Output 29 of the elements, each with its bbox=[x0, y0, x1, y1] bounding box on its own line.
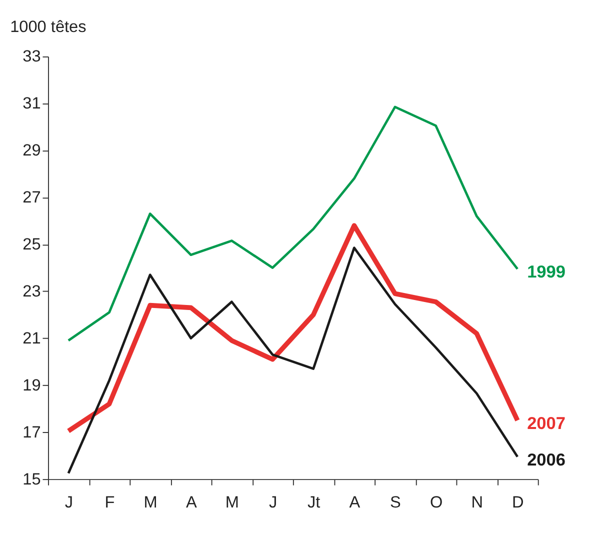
series-label: 2006 bbox=[527, 449, 566, 470]
y-tick-label: 27 bbox=[22, 188, 41, 207]
x-tick-label: A bbox=[349, 493, 360, 512]
y-tick-label: 19 bbox=[22, 376, 41, 394]
x-tick-label: Jt bbox=[307, 493, 321, 512]
x-tick-label: O bbox=[430, 493, 443, 512]
y-tick-label: 25 bbox=[22, 236, 41, 254]
y-tick-label: 15 bbox=[22, 470, 41, 488]
y-tick-label: 23 bbox=[22, 282, 41, 301]
line-series bbox=[66, 223, 520, 434]
x-tick-label: S bbox=[390, 493, 402, 512]
line-series bbox=[67, 106, 519, 342]
y-tick-label: 31 bbox=[22, 94, 41, 113]
y-tick-label: 21 bbox=[22, 329, 41, 348]
line-series bbox=[67, 246, 519, 474]
series-label: 2007 bbox=[527, 413, 566, 434]
y-tick-label: 29 bbox=[22, 142, 41, 160]
x-tick-label: D bbox=[512, 493, 524, 512]
x-tick-label: A bbox=[186, 493, 197, 512]
x-tick-label: F bbox=[104, 493, 115, 512]
series-label: 1999 bbox=[527, 262, 566, 282]
y-tick-label: 33 bbox=[22, 48, 41, 66]
y-tick-label: 17 bbox=[22, 423, 41, 442]
x-tick-label: M bbox=[225, 493, 239, 512]
x-tick-label: M bbox=[144, 493, 158, 512]
x-tick-label: J bbox=[268, 493, 278, 512]
x-tick-label: J bbox=[64, 493, 73, 512]
x-tick-label: N bbox=[471, 493, 484, 512]
y-axis-title: 1000 têtes bbox=[10, 18, 86, 36]
